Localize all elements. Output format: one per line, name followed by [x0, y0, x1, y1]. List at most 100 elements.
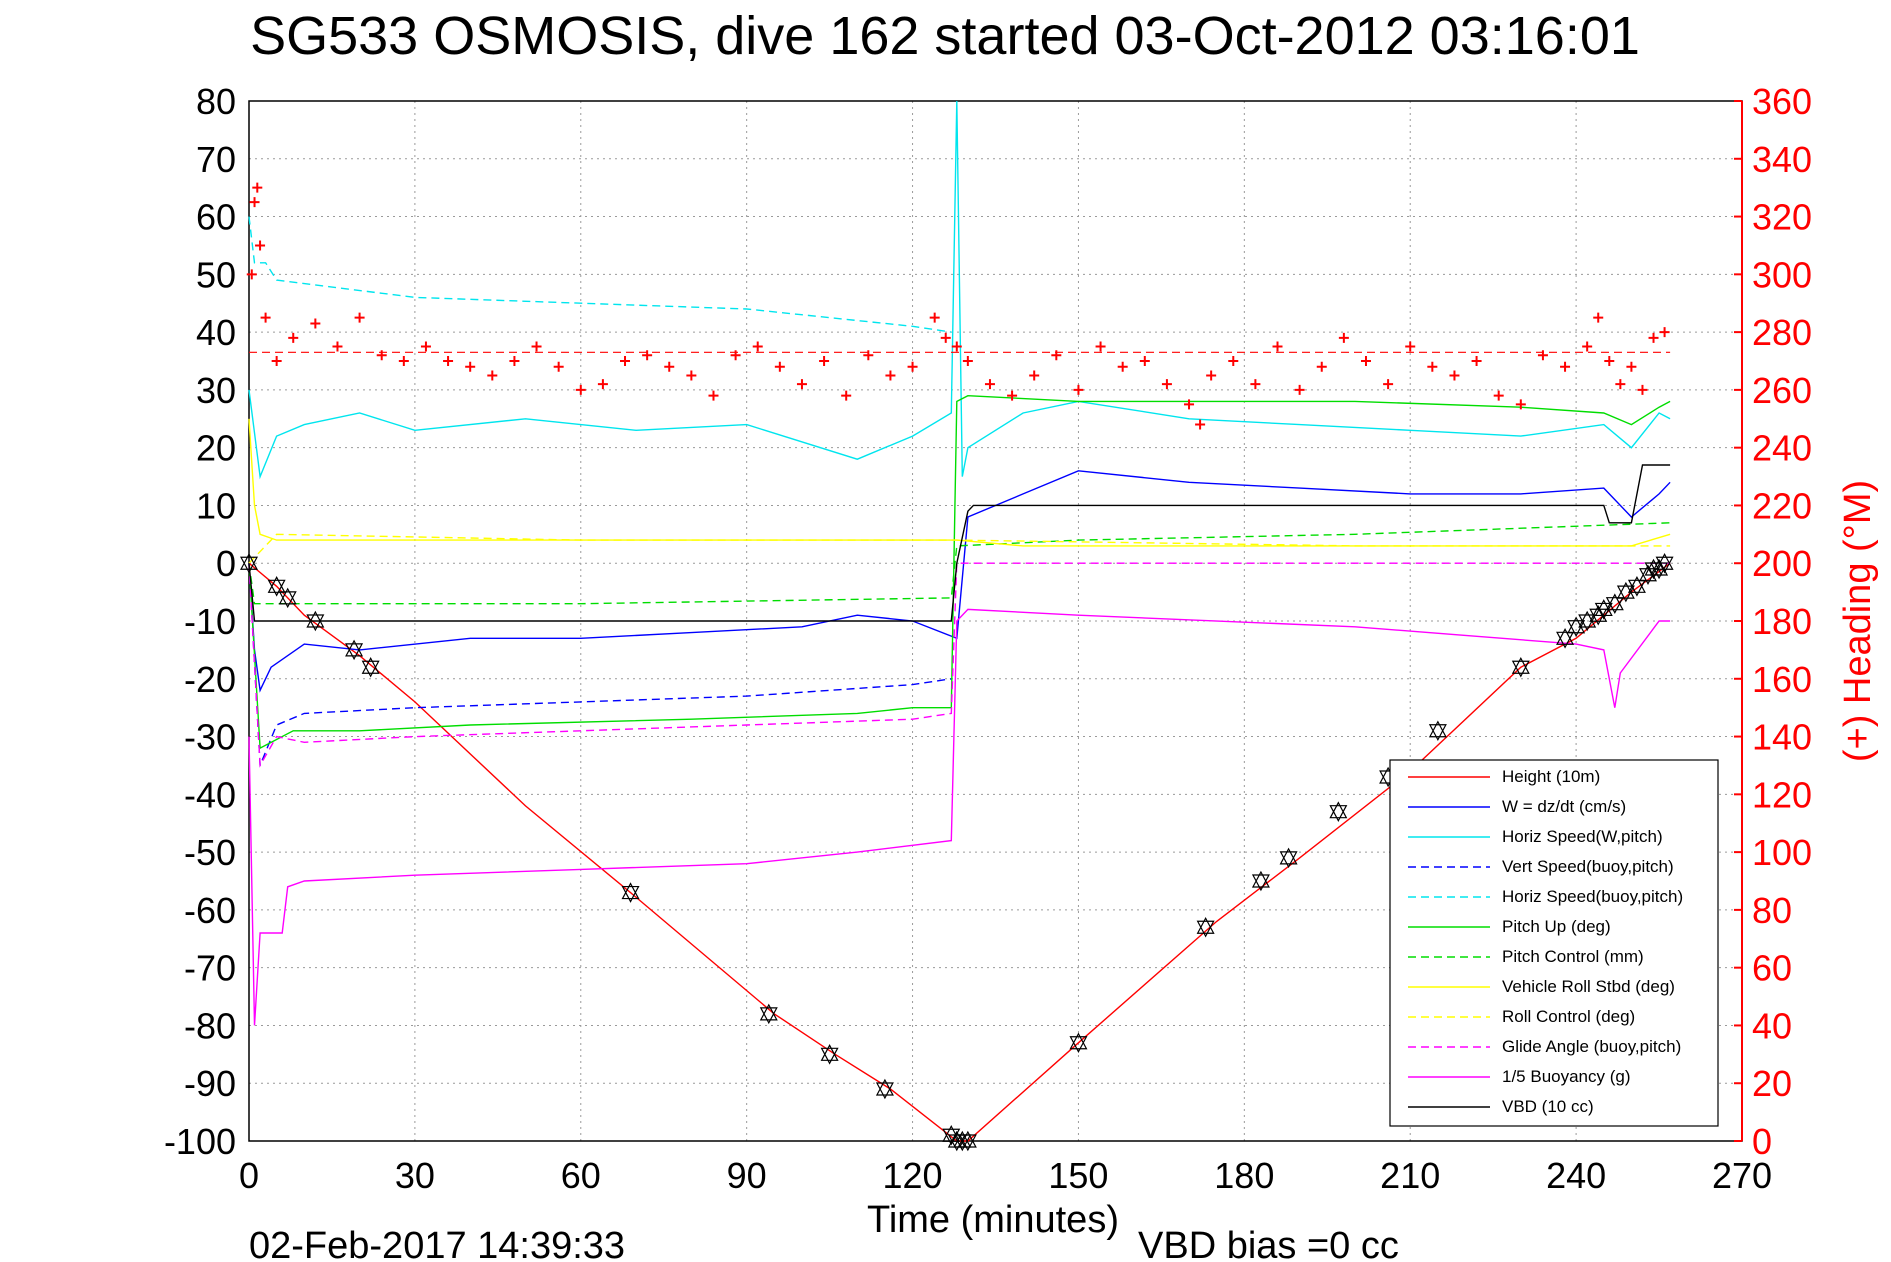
series-line-vehicle-roll-stbd-deg [248, 418, 1671, 547]
heading-point [1471, 356, 1482, 366]
heading-point [1615, 379, 1626, 390]
x-tick-label: 60 [561, 1155, 601, 1196]
heading-point [620, 356, 631, 366]
heading-point [1427, 361, 1438, 372]
height-marker [1655, 552, 1674, 574]
heading-point [575, 384, 586, 395]
heading-point [686, 370, 697, 381]
y-right-tick-label: 180 [1752, 601, 1812, 642]
heading-point [531, 341, 542, 352]
y-tick-label: 80 [196, 81, 236, 122]
marker-layer [240, 552, 1674, 1152]
heading-point [940, 332, 951, 343]
heading-point [1095, 341, 1106, 352]
height-marker [1329, 801, 1348, 822]
x-tick-label: 270 [1712, 1155, 1772, 1196]
heading-point [1161, 379, 1172, 390]
heading-point [354, 312, 365, 323]
legend: Height (10m) W = dz/dt (cm/s) Horiz Speed(… [1389, 759, 1719, 1127]
y-right-tick-label: 300 [1752, 254, 1812, 295]
heading-point [1560, 361, 1571, 372]
heading-point [819, 356, 830, 366]
series-line-vert-speed-buoy-pitch [248, 563, 952, 766]
heading-point [841, 390, 852, 401]
heading-point [255, 240, 266, 251]
y-right-axis-label: (+) Heading (°M) [1837, 480, 1879, 762]
height-marker [958, 1130, 977, 1152]
heading-point [1626, 361, 1637, 372]
x-tick-labels: 0 30 60 90 120 150 180 210 240 270 [239, 1155, 1772, 1196]
height-marker [1605, 593, 1624, 614]
heading-point [1659, 327, 1670, 338]
series-line-horiz-speed-w-pitch [248, 100, 1671, 480]
heading-point [1383, 379, 1394, 390]
heading-point [1117, 361, 1128, 372]
heading-point [730, 350, 741, 361]
heading-point [260, 312, 271, 323]
heading-point [465, 361, 476, 372]
legend-entry: Horiz Speed(buoy,pitch) [1502, 887, 1683, 906]
y-right-tick-label: 340 [1752, 139, 1812, 180]
chart-title: SG533 OSMOSIS, dive 162 started 03-Oct-2… [250, 6, 1640, 66]
series-line-1-5-buoyancy-g [248, 608, 1671, 1026]
heading-point [288, 332, 299, 343]
heading-point [664, 361, 675, 372]
height-marker [875, 1078, 894, 1100]
heading-point [1195, 419, 1206, 430]
y-tick-label: 50 [196, 254, 236, 295]
heading-point [376, 350, 387, 361]
height-marker [361, 656, 380, 678]
heading-point [984, 379, 995, 390]
y-right-tick-label: 200 [1752, 543, 1812, 584]
series-line-pitch-control-mm [248, 522, 1671, 605]
y-tick-labels: 80 70 60 50 40 30 20 10 0 -10 -20 -30 -40 -50 -60 -70 -8… [164, 81, 236, 1162]
height-marker [820, 1044, 839, 1065]
y-tick-label: 30 [196, 370, 236, 411]
series-layer [248, 100, 1671, 1142]
footer-date: 02-Feb-2017 14:39:33 [249, 1225, 625, 1262]
height-marker [1428, 720, 1447, 742]
x-tick-label: 180 [1214, 1155, 1274, 1196]
legend-entry: VBD (10 cc) [1502, 1097, 1594, 1116]
heading-point [252, 182, 263, 193]
heading-point [1250, 379, 1261, 390]
heading-point [1228, 356, 1239, 366]
y-tick-label: 40 [196, 312, 236, 353]
y-tick-label: 70 [196, 139, 236, 180]
heading-point [774, 361, 785, 372]
heading-point [249, 197, 260, 208]
legend-entry: Vehicle Roll Stbd (deg) [1502, 977, 1675, 996]
heading-point [553, 361, 564, 372]
height-marker [306, 610, 325, 632]
series-line-vbd-10-cc [248, 464, 1671, 622]
x-axis-label: Time (minutes) [867, 1199, 1119, 1241]
y-right-tick-label: 120 [1752, 774, 1812, 815]
height-marker [759, 1003, 778, 1025]
y-right-tick-label: 360 [1752, 81, 1812, 122]
y-tick-label: -60 [184, 890, 236, 931]
height-marker [267, 576, 286, 597]
height-marker [1251, 870, 1270, 892]
legend-entry: Roll Control (deg) [1502, 1007, 1635, 1026]
heading-point [1338, 332, 1349, 343]
y-right-tick-label: 40 [1752, 1005, 1792, 1046]
footer-vbd-bias: VBD bias =0 cc [1138, 1225, 1399, 1262]
heading-point [1360, 356, 1371, 366]
series-line-glide-angle-buoy-pitch [248, 562, 1671, 768]
legend-entry: Horiz Speed(W,pitch) [1502, 827, 1663, 846]
y-right-tick-label: 220 [1752, 485, 1812, 526]
y-right-tick-label: 320 [1752, 197, 1812, 238]
heading-point [1184, 399, 1195, 410]
series-line-roll-control-deg [248, 533, 1671, 564]
heading-point [1007, 390, 1018, 401]
height-marker [1279, 847, 1298, 869]
x-tick-label: 120 [883, 1155, 943, 1196]
y-tick-label: -30 [184, 717, 236, 758]
height-marker [1556, 628, 1575, 649]
heading-point [1405, 341, 1416, 352]
heading-point [398, 356, 409, 366]
heading-point [1316, 361, 1327, 372]
x-tick-label: 90 [727, 1155, 767, 1196]
y-tick-label: 0 [216, 543, 236, 584]
